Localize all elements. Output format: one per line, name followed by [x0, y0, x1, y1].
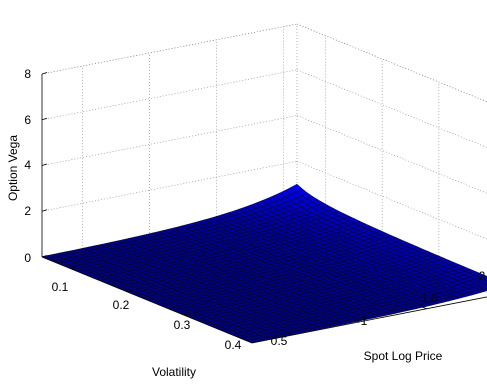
y-tick-label: 0.5: [271, 334, 288, 348]
x-tick-label: 0.1: [52, 280, 69, 294]
grid-line: [41, 115, 298, 166]
grid-line: [296, 23, 487, 103]
y-tick-label: 1: [361, 314, 368, 328]
x-tick-label: 0.3: [174, 318, 191, 332]
z-tick-mark: [41, 255, 48, 258]
y-tick-label: 2: [479, 269, 486, 283]
x-tick-label: 0.2: [113, 298, 130, 312]
y-tick-mark: [421, 306, 427, 310]
surface-patch: [484, 286, 487, 290]
grid-line: [296, 69, 487, 148]
x-tick-mark: [183, 313, 189, 316]
z-tick-mark: [41, 209, 48, 212]
z-tick-label: 4: [24, 158, 31, 172]
z-tick-mark: [41, 163, 48, 166]
z-tick-label: 0: [24, 251, 31, 265]
z-tick-label: 6: [24, 113, 31, 127]
x-tick-label: 0.4: [225, 338, 242, 352]
z-tick-label: 8: [24, 67, 31, 81]
grid-line: [41, 160, 298, 212]
grid-line: [296, 115, 487, 194]
grid-line: [296, 23, 487, 103]
z-tick-label: 2: [24, 204, 31, 218]
grid-line: [41, 23, 298, 75]
y-axis-line: [251, 296, 487, 344]
x-axis-label: Volatility: [152, 365, 196, 379]
vega-surface: [41, 183, 487, 343]
z-tick-mark: [41, 72, 48, 75]
y-axis-label: Spot Log Price: [364, 349, 443, 363]
z-axis-label: Option Vega: [6, 135, 20, 201]
chart-axes: [41, 72, 487, 344]
y-tick-mark: [354, 319, 360, 323]
grid-line: [296, 160, 487, 240]
x-tick-mark: [240, 336, 246, 339]
x-tick-mark: [127, 290, 133, 293]
x-tick-mark: [70, 267, 76, 270]
y-tick-label: 1.5: [422, 291, 439, 305]
z-tick-mark: [41, 117, 48, 121]
y-tick-mark: [287, 332, 293, 336]
x-axis-line: [41, 256, 253, 344]
grid-line: [41, 69, 298, 121]
